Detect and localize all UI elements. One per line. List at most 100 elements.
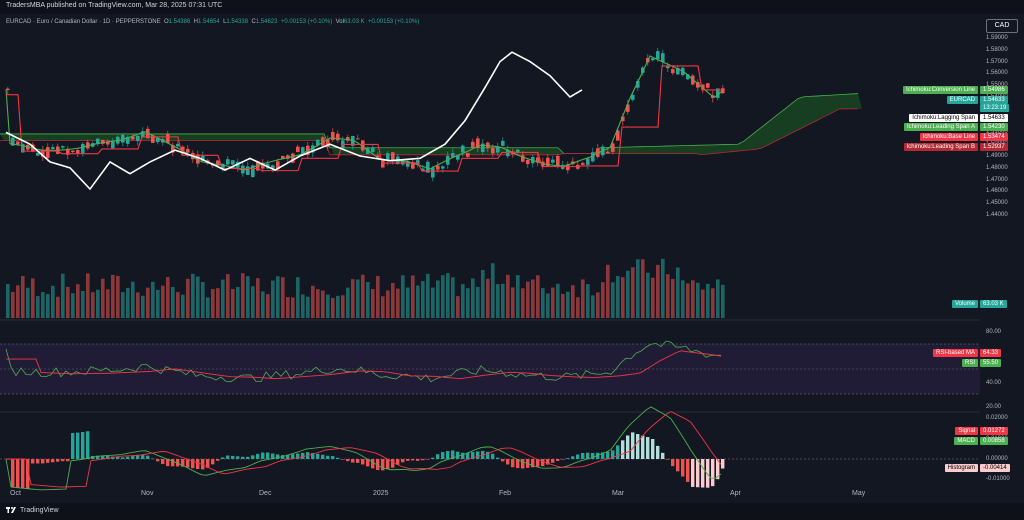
candle-body — [81, 143, 85, 154]
macd-axis-label: 0.02000 — [986, 415, 1008, 421]
tag-rsi-value: 55.50 — [980, 359, 1002, 367]
macd-histogram-bar — [436, 454, 440, 459]
close-value: 1.54623 — [255, 19, 278, 25]
macd-histogram-bar — [721, 459, 725, 469]
volume-bar — [491, 263, 495, 318]
candle-body — [436, 165, 440, 170]
macd-histogram-bar — [461, 452, 465, 459]
macd-histogram-bar — [256, 453, 260, 459]
open-label: O — [163, 19, 169, 25]
macd-histogram-bar — [191, 459, 195, 469]
candle-body — [146, 128, 150, 139]
volume-bar — [546, 293, 550, 318]
volume-bar — [641, 259, 645, 318]
time-axis-label: Oct — [10, 490, 21, 497]
volume-bar — [111, 274, 115, 318]
candle-body — [6, 88, 10, 90]
time-axis-label: Mar — [612, 490, 625, 497]
macd-histogram-bar — [651, 438, 655, 459]
volume-bar — [611, 282, 615, 318]
leading-span-b-line — [0, 108, 858, 156]
tag-rsi-name: RSI — [961, 359, 978, 367]
tag-conversion-name: Ichimoku:Conversion Line — [902, 86, 978, 94]
volume-bar — [516, 275, 520, 318]
macd-histogram-bar — [401, 459, 405, 463]
candle-body — [296, 146, 300, 152]
candle-body — [151, 135, 155, 143]
volume-bar — [556, 283, 560, 318]
currency-button[interactable]: CAD — [986, 19, 1018, 33]
volume-bar — [536, 275, 540, 318]
macd-histogram-bar — [301, 452, 305, 459]
volume-bar — [466, 288, 470, 318]
volume-bar — [11, 291, 15, 318]
volume-bar — [131, 281, 135, 318]
macd-histogram-bar — [206, 459, 210, 468]
open-value: 1.54386 — [168, 19, 191, 25]
volume-bar — [271, 280, 275, 318]
volume-bar — [616, 276, 620, 318]
macd-histogram-bar — [251, 455, 255, 459]
macd-histogram-bar — [71, 433, 75, 459]
price-axis-label: 1.49000 — [986, 153, 1008, 159]
macd-histogram-bar — [591, 452, 595, 459]
macd-histogram-bar — [531, 459, 535, 468]
candle-body — [491, 147, 495, 154]
macd-histogram-bar — [631, 432, 635, 459]
tradingview-logo-icon — [6, 507, 16, 513]
candle-body — [506, 149, 510, 157]
volume-bar — [591, 295, 595, 318]
macd-histogram-bar — [276, 454, 280, 459]
rsi-axis-label: 40.00 — [986, 380, 1002, 386]
volume-bar — [106, 289, 110, 318]
macd-histogram-bar — [701, 459, 705, 488]
volume-bar — [426, 273, 430, 318]
volume-bar — [636, 259, 640, 318]
candle-body — [381, 160, 385, 168]
candle-body — [626, 104, 630, 112]
macd-histogram-bar — [366, 459, 370, 467]
tag-eurcad-name: EURCAD — [946, 96, 978, 104]
macd-histogram-bar — [666, 459, 670, 460]
vol-change-value: +0.00153 (+0.10%) — [367, 19, 420, 25]
tag-leadA-name: Ichimoku:Leading Span A — [903, 123, 978, 131]
volume-bar — [371, 289, 375, 318]
price-axis-label: 1.57000 — [986, 58, 1008, 65]
macd-histogram-bar — [426, 459, 430, 460]
volume-bar — [361, 274, 365, 318]
candle-body — [686, 74, 690, 80]
volume-bar — [336, 295, 340, 318]
macd-histogram-bar — [456, 451, 460, 459]
candle-body — [536, 157, 540, 163]
macd-histogram-bar — [471, 452, 475, 459]
symbol-name[interactable]: EURCAD · Euro / Canadian Dollar · 1D · P… — [6, 19, 161, 25]
volume-bar — [406, 287, 410, 318]
candle-body — [431, 167, 435, 178]
volume-bar — [191, 273, 195, 318]
volume-bar — [436, 280, 440, 318]
volume-bar — [156, 289, 160, 318]
macd-histogram-bar — [556, 459, 560, 461]
macd-histogram-bar — [346, 459, 350, 462]
macd-histogram-bar — [411, 459, 415, 461]
macd-histogram-bar — [131, 456, 135, 459]
chart-canvas[interactable] — [0, 0, 980, 500]
candle-body — [36, 152, 40, 156]
volume-bar — [21, 276, 25, 318]
macd-histogram-bar — [676, 459, 680, 472]
candle-body — [41, 150, 45, 157]
candle-body — [61, 146, 65, 148]
volume-bar — [691, 280, 695, 318]
volume-bar — [26, 287, 30, 318]
candle-body — [201, 156, 205, 161]
macd-histogram-bar — [106, 456, 110, 459]
volume-bar — [166, 277, 170, 318]
candle-body — [411, 161, 415, 169]
macd-histogram-bar — [211, 459, 215, 465]
time-axis-label: 2025 — [373, 490, 389, 497]
tag-rsima-name: RSI-based MA — [932, 349, 978, 357]
candle-body — [286, 155, 290, 159]
macd-histogram-bar — [171, 459, 175, 467]
volume-bar — [176, 292, 180, 318]
volume-bar — [521, 288, 525, 318]
